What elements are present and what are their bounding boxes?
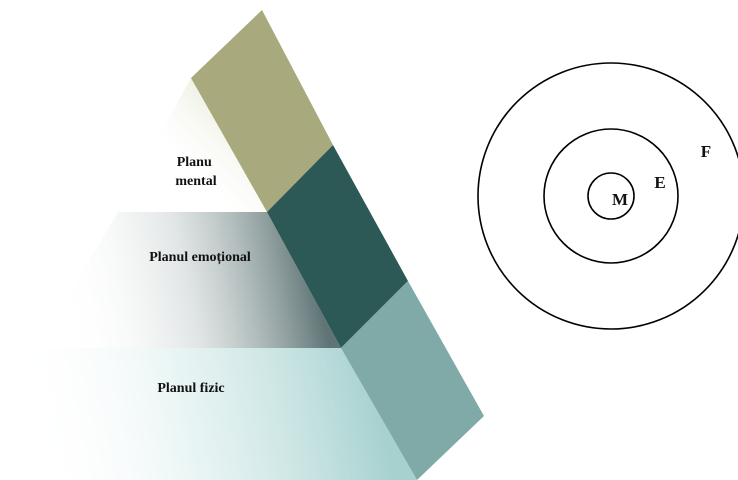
pyramid-level-physical-face — [0, 348, 417, 480]
pyramid-side-emotional — [267, 145, 408, 348]
pyramid-label-mental: Planu mental — [175, 155, 216, 189]
circle-label-middle: E — [654, 173, 665, 192]
circle-label-inner: M — [612, 190, 628, 209]
circle-outer — [477, 62, 738, 330]
pyramid: Planu mental Planul emoțional Planul fiz… — [0, 10, 484, 480]
circle-inner — [587, 172, 635, 220]
pyramid-label-emotional: Planul emoțional — [149, 250, 251, 265]
pyramid-level-emotional-face — [38, 212, 341, 348]
pyramid-label-mental-line1: Planu — [177, 155, 212, 170]
pyramid-label-physical: Planul fizic — [157, 381, 224, 396]
circle-middle — [543, 128, 679, 264]
concentric-circles: F E M — [477, 62, 738, 330]
pyramid-side-mental — [191, 10, 333, 212]
pyramid-level-mental-face — [118, 78, 267, 212]
pyramid-label-mental-line2: mental — [175, 174, 216, 189]
circle-label-outer: F — [701, 142, 711, 161]
pyramid-side-physical — [341, 281, 484, 480]
